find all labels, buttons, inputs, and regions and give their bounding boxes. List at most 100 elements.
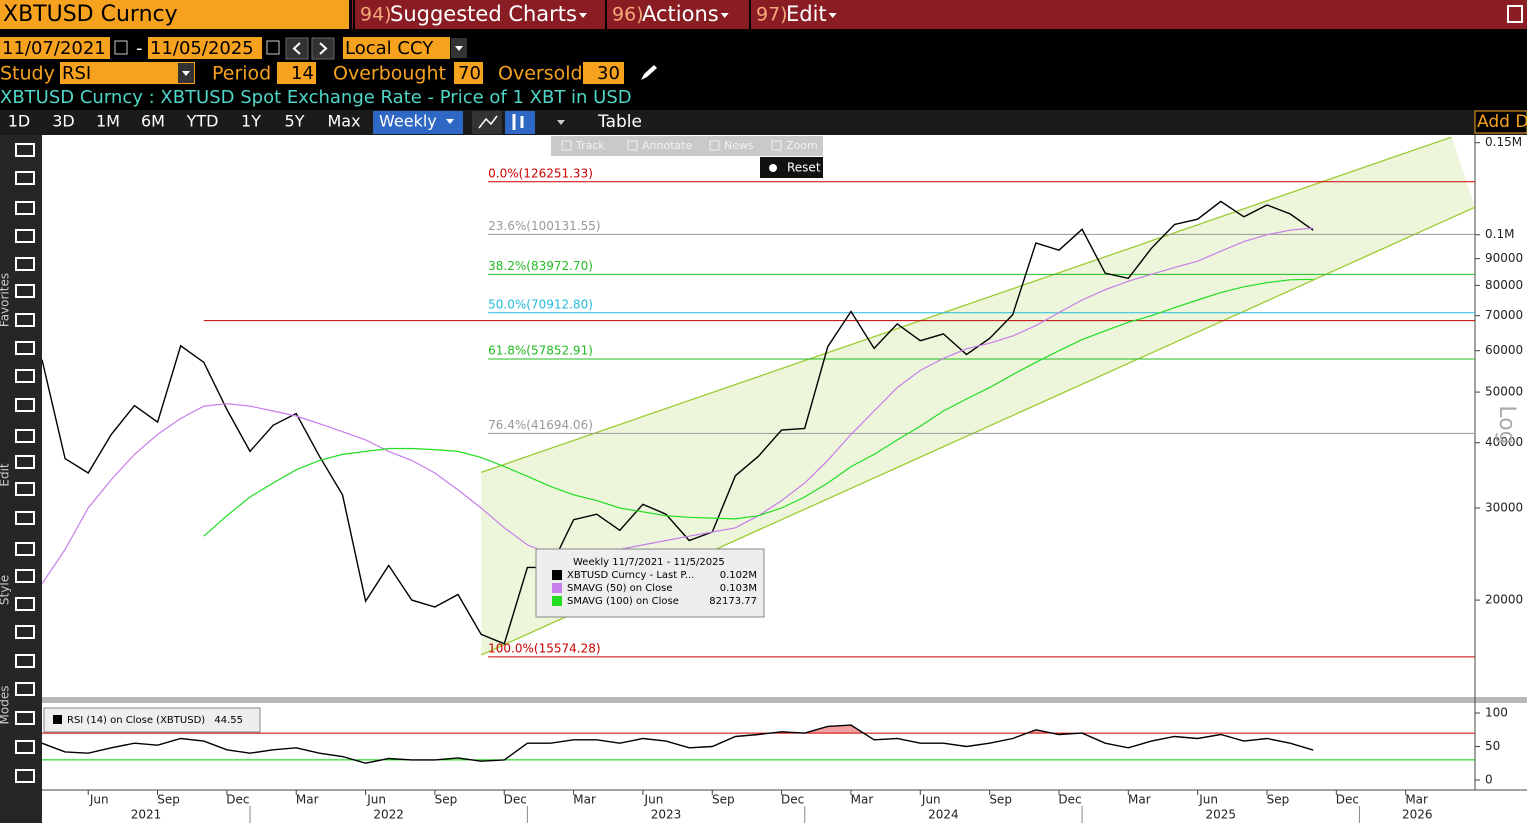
- channel-fill: [481, 137, 1475, 656]
- tool-icon[interactable]: [15, 429, 35, 443]
- tool-icon[interactable]: [15, 171, 35, 185]
- reset-button[interactable]: [760, 157, 823, 178]
- nav-button[interactable]: [285, 37, 309, 60]
- x-tick-label: Sep: [435, 793, 458, 807]
- dropdown-arrow: [578, 13, 587, 18]
- range-button-label[interactable]: 3D: [52, 112, 75, 131]
- tool-icon[interactable]: [15, 597, 35, 611]
- tool-icon[interactable]: [15, 257, 35, 271]
- range-button[interactable]: [323, 111, 365, 133]
- calendar-icon[interactable]: [114, 40, 128, 55]
- chart-tool[interactable]: Annotate: [642, 139, 693, 152]
- range-button[interactable]: [2, 111, 36, 133]
- tool-icon[interactable]: [15, 369, 35, 383]
- tool-icon[interactable]: [15, 542, 35, 556]
- line-style-button[interactable]: [472, 111, 502, 134]
- study-value[interactable]: RSI: [62, 63, 91, 84]
- menu-number[interactable]: 94): [360, 4, 392, 26]
- currency-box[interactable]: [343, 37, 450, 59]
- end-date-box[interactable]: [148, 37, 262, 59]
- study-value-box[interactable]: [60, 62, 195, 84]
- tool-icon: [627, 140, 638, 151]
- tool-icon[interactable]: [15, 398, 35, 412]
- tool-icon[interactable]: [15, 711, 35, 725]
- tooltip-swatch: [552, 570, 562, 580]
- chart-tool[interactable]: News: [724, 139, 754, 152]
- chart-tools: [551, 136, 823, 156]
- oversold-box[interactable]: [583, 62, 624, 84]
- range-button-label[interactable]: Max: [327, 112, 360, 131]
- tool-icon[interactable]: [15, 511, 35, 525]
- tool-icon[interactable]: [15, 143, 35, 157]
- tool-icon[interactable]: [15, 769, 35, 783]
- reset-label[interactable]: Reset: [787, 161, 821, 175]
- add-button[interactable]: Add D: [1477, 112, 1527, 132]
- tool-icon[interactable]: [15, 341, 35, 355]
- tool-icon[interactable]: [15, 569, 35, 583]
- currency[interactable]: Local CCY: [345, 38, 434, 59]
- tool-icon[interactable]: [15, 284, 35, 298]
- overbought-label: Overbought: [333, 63, 446, 85]
- start-date-box[interactable]: [0, 37, 110, 59]
- frequency[interactable]: Weekly: [379, 112, 437, 131]
- tool-icon[interactable]: [15, 455, 35, 469]
- x-tick-label: Dec: [1058, 793, 1081, 807]
- range-button[interactable]: [91, 111, 125, 133]
- range-button[interactable]: [182, 111, 223, 133]
- range-button-label[interactable]: 5Y: [285, 112, 305, 131]
- table-button[interactable]: Table: [597, 112, 642, 132]
- x-tick-label: Sep: [1267, 793, 1290, 807]
- range-button-label[interactable]: 1Y: [241, 112, 261, 131]
- nav-button[interactable]: [311, 37, 335, 60]
- y-tick-label: 0.15M: [1485, 135, 1522, 149]
- frequency-button[interactable]: [373, 111, 463, 134]
- overbought-box[interactable]: [454, 62, 483, 84]
- start-date[interactable]: 11/07/2021: [2, 38, 106, 59]
- tooltip: [535, 548, 765, 618]
- range-button-label[interactable]: 1M: [96, 112, 120, 131]
- scale-label: Log: [1494, 405, 1519, 444]
- chart-tool[interactable]: Track: [575, 139, 605, 152]
- range-button-label[interactable]: YTD: [186, 112, 219, 131]
- range-button[interactable]: [279, 111, 310, 133]
- tool-icon[interactable]: [15, 740, 35, 754]
- calendar-icon[interactable]: [266, 40, 280, 55]
- range-button[interactable]: [236, 111, 266, 133]
- range-button[interactable]: [47, 111, 80, 133]
- y-tick-label: 40000: [1485, 435, 1523, 449]
- tool-icon[interactable]: [15, 625, 35, 639]
- chart-tool[interactable]: Zoom: [786, 139, 818, 152]
- menu-number[interactable]: 96): [612, 4, 644, 26]
- toolbar: [0, 110, 1527, 135]
- tool-icon[interactable]: [15, 682, 35, 696]
- add-button-box[interactable]: [1474, 110, 1527, 134]
- oversold[interactable]: 30: [597, 63, 620, 84]
- tool-icon: [771, 140, 782, 151]
- range-button-label[interactable]: 1D: [8, 112, 31, 131]
- tool-icon[interactable]: [15, 482, 35, 496]
- menu-label[interactable]: Suggested Charts: [390, 2, 577, 26]
- series-line: [42, 200, 1314, 645]
- tool-icon[interactable]: [15, 229, 35, 243]
- candle-style-button[interactable]: [505, 111, 535, 134]
- menu-label[interactable]: Actions: [642, 2, 719, 26]
- fib-label: 0.0%(126251.33): [488, 166, 593, 180]
- period[interactable]: 14: [291, 63, 314, 84]
- tool-icon[interactable]: [15, 313, 35, 327]
- tool-icon[interactable]: [15, 201, 35, 215]
- menu-label[interactable]: Edit: [786, 2, 827, 26]
- x-tick-label: Dec: [504, 793, 527, 807]
- menu-number[interactable]: 97): [756, 4, 788, 26]
- tool-icon: [709, 140, 720, 151]
- sidebar-label: Edit: [0, 463, 12, 487]
- tool-icon[interactable]: [15, 654, 35, 668]
- window-icon[interactable]: [1507, 5, 1523, 23]
- date-dash: -: [136, 38, 143, 59]
- period-box[interactable]: [277, 62, 316, 84]
- range-button-label[interactable]: 6M: [141, 112, 165, 131]
- end-date[interactable]: 11/05/2025: [150, 38, 254, 59]
- range-button[interactable]: [136, 111, 170, 133]
- overbought[interactable]: 70: [458, 63, 481, 84]
- edit-icon[interactable]: [641, 65, 657, 80]
- dropdown-arrow: [828, 13, 837, 18]
